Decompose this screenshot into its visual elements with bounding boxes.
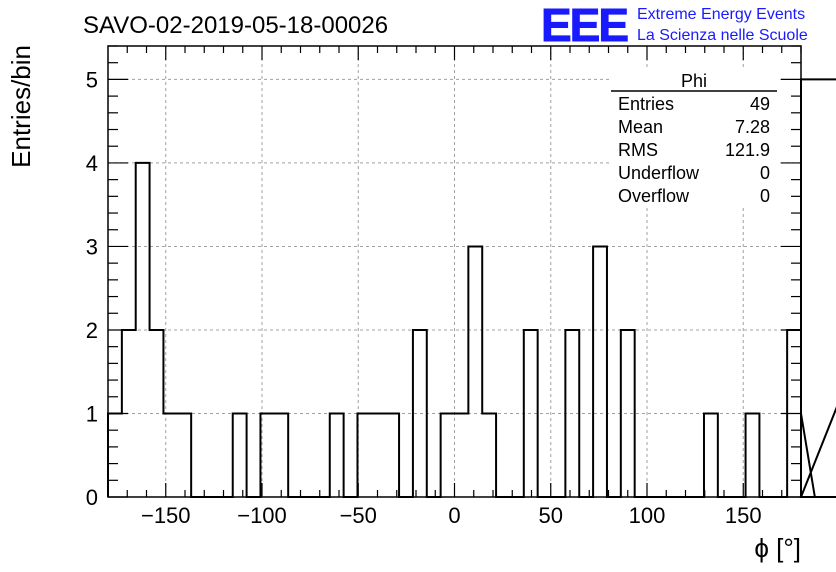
stats-rows: Entries 49 Mean 7.28 RMS 121.9 Underflow 0 Overf… bbox=[618, 94, 770, 206]
stats-title: Phi bbox=[681, 71, 707, 91]
y-tick-label: 0 bbox=[86, 485, 98, 510]
stats-row-value: 7.28 bbox=[735, 117, 770, 137]
x-tick-label: −150 bbox=[141, 503, 191, 528]
logo-letters: EEE bbox=[541, 0, 627, 51]
histogram-bin bbox=[441, 413, 455, 497]
y-tick-label: 5 bbox=[86, 67, 98, 92]
x-tick-label: 50 bbox=[539, 503, 563, 528]
histogram-bin bbox=[357, 413, 371, 497]
histogram-bin bbox=[593, 246, 607, 497]
x-tick-label: 0 bbox=[448, 503, 460, 528]
stats-row-value: 121.9 bbox=[725, 140, 770, 160]
run-title: SAVO-02-2019-05-18-00026 bbox=[83, 12, 388, 39]
histogram-bin bbox=[108, 413, 122, 497]
histogram-bin bbox=[233, 413, 247, 497]
eee-logo: EEE Extreme Energy Events La Scienza nel… bbox=[541, 0, 808, 52]
histogram-bin bbox=[371, 413, 385, 497]
y-tick-labels: 0 1 2 3 4 5 bbox=[86, 67, 98, 510]
plot-area: −150 −100 −50 0 50 100 150 0 1 2 3 4 5 bbox=[86, 45, 836, 528]
histogram-bin bbox=[746, 413, 760, 497]
stats-box: Phi Entries 49 Mean 7.28 RMS 121.9 Underflow 0 O… bbox=[611, 68, 777, 208]
plot-frame bbox=[107, 45, 802, 498]
x-axis-title: ϕ [°] bbox=[754, 533, 801, 563]
x-tick-label: −50 bbox=[340, 503, 377, 528]
logo-line2: La Scienza nelle Scuole bbox=[637, 27, 808, 44]
y-tick-label: 2 bbox=[86, 318, 98, 343]
histogram-bin bbox=[468, 246, 482, 497]
stats-row-label: Entries bbox=[618, 94, 674, 114]
histogram-bin bbox=[455, 413, 469, 497]
stats-row-value: 49 bbox=[750, 94, 770, 114]
x-tick-label: 150 bbox=[725, 503, 762, 528]
y-tick-label: 3 bbox=[86, 234, 98, 259]
y-axis-title: Entries/bin bbox=[6, 45, 36, 168]
histogram-bin bbox=[330, 413, 344, 497]
stats-row-value: 0 bbox=[760, 163, 770, 183]
stats-row-label: RMS bbox=[618, 140, 658, 160]
logo-line1: Extreme Energy Events bbox=[637, 6, 805, 23]
histogram-bin bbox=[482, 413, 496, 497]
histogram-bin bbox=[136, 163, 150, 497]
y-tick-label: 4 bbox=[86, 151, 98, 176]
x-tick-labels: −150 −100 −50 0 50 100 150 bbox=[141, 503, 762, 528]
x-tick-label: 100 bbox=[629, 503, 666, 528]
histogram-bin bbox=[385, 413, 399, 497]
histogram-bin bbox=[704, 413, 718, 497]
stats-row-label: Mean bbox=[618, 117, 663, 137]
y-tick-label: 1 bbox=[86, 401, 98, 426]
stats-row-label: Underflow bbox=[618, 163, 700, 183]
stats-row-value: 0 bbox=[760, 186, 770, 206]
x-tick-label: −100 bbox=[237, 503, 287, 528]
histogram-bin bbox=[274, 413, 288, 497]
stats-row-label: Overflow bbox=[618, 186, 690, 206]
histogram-bin bbox=[177, 413, 191, 497]
